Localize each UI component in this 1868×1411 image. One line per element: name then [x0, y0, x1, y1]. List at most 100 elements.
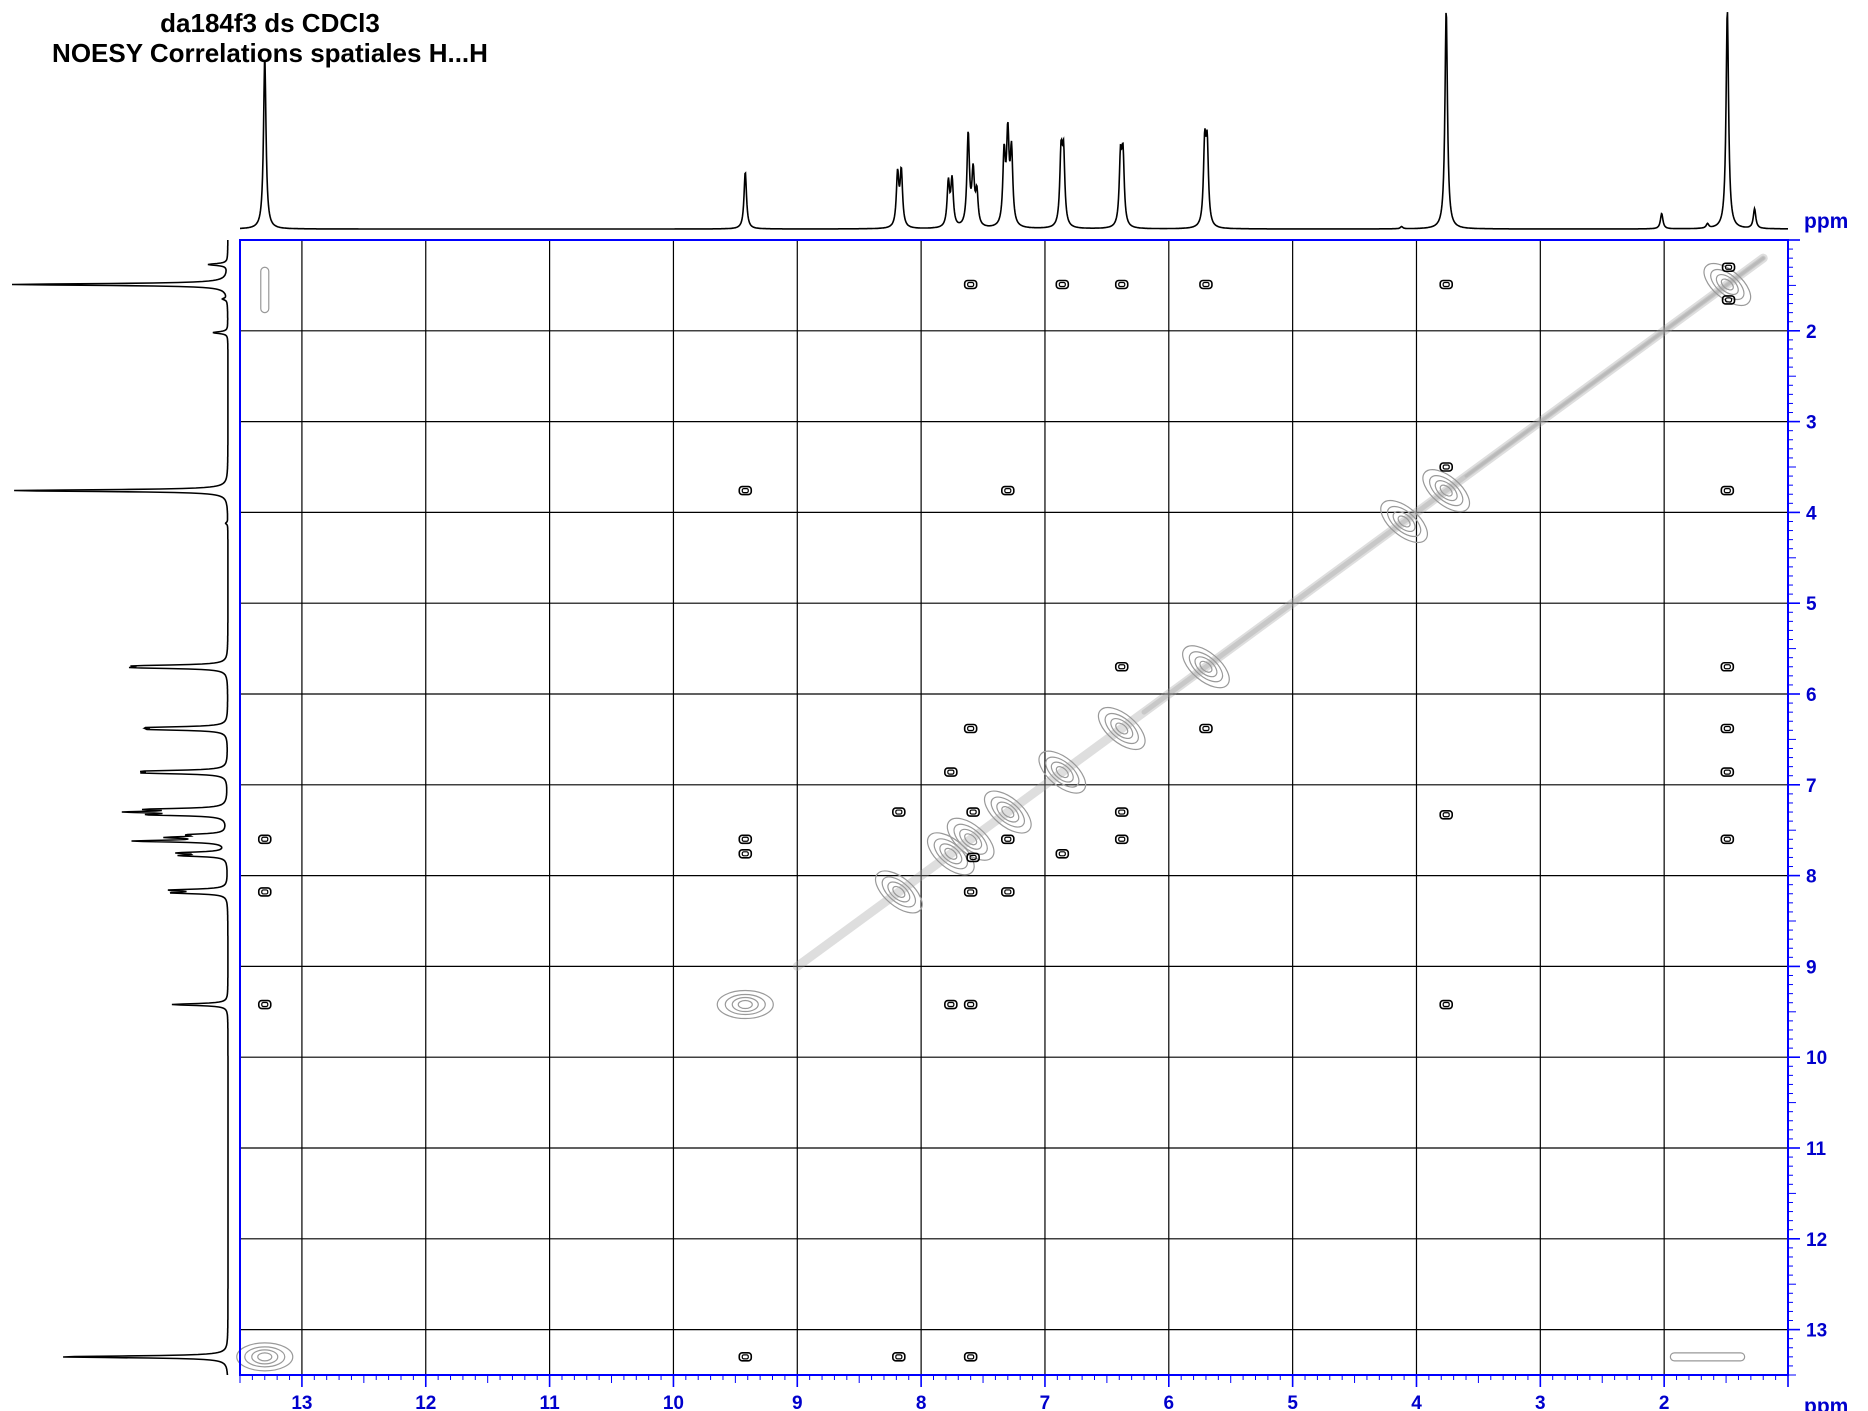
chart-subtitle: NOESY Correlations spatiales H...H [52, 38, 488, 68]
diagonal-peak-contour [990, 796, 1026, 828]
diagonal-peak-contour [724, 993, 766, 1016]
diagonal-peak-contour [1038, 750, 1087, 794]
cross-peak-inner [1723, 488, 1731, 494]
cross-peak [1439, 999, 1454, 1010]
cross-peak-inner [1118, 809, 1126, 815]
diagonal-peak-contour [1720, 278, 1734, 291]
cross-peak [1055, 849, 1070, 859]
cross-peak-inner [895, 809, 903, 815]
diagonal-band [792, 253, 1768, 971]
cross-peak-inner [1724, 297, 1733, 303]
diagonal-peak-contour [881, 876, 917, 908]
cross-peak [963, 999, 978, 1010]
y-tick-label: 10 [1806, 1048, 1827, 1069]
y-axis-label: ppm [1804, 210, 1848, 233]
cross-peak [966, 807, 980, 817]
diagonal-band [1464, 256, 1765, 478]
diagonal-peak-contour [892, 885, 906, 898]
diagonal-peak-contour [939, 843, 963, 865]
t1-noise-ridge [1669, 1352, 1746, 1362]
x-tick-label: 6 [1164, 1393, 1175, 1411]
diagonal-peak-contour [1115, 722, 1129, 735]
diagonal-peak-contour [1097, 706, 1146, 751]
cross-peak [1720, 834, 1735, 845]
cross-peak [738, 485, 753, 496]
diagonal-peak-contour [731, 996, 759, 1013]
x-tick-label: 9 [792, 1393, 803, 1411]
diagonal-peak-contour [251, 1349, 279, 1365]
grid-lines [240, 240, 1788, 1375]
f2-projection-spectrum [240, 12, 1788, 230]
y-tick-label: 6 [1806, 685, 1817, 706]
cross-peak [257, 834, 272, 845]
chart-title: da184f3 ds CDCl3 [160, 8, 380, 38]
t1-noise-ridge [260, 266, 270, 314]
diagonal-peak-contour [716, 989, 774, 1020]
y-tick-label: 5 [1806, 594, 1817, 615]
diagonal-peak-contour [1422, 469, 1471, 513]
cross-peak [944, 767, 958, 777]
cross-peak-inner [1058, 851, 1066, 857]
cross-peak-inner [1724, 264, 1733, 270]
chart-title-block: da184f3 ds CDCl3 NOESY Correlations spat… [0, 8, 540, 68]
diagonal-peak-contour [1715, 273, 1739, 296]
cross-peak-inner [1723, 725, 1731, 732]
y-tick-label: 3 [1806, 413, 1817, 434]
cross-peak [1199, 279, 1213, 290]
cross-peak-inner [741, 488, 749, 494]
plot-frame [239, 239, 1789, 1376]
cross-peak [963, 279, 978, 290]
cross-peak-inner [969, 809, 977, 815]
diagonal-peak-contour [1055, 766, 1069, 779]
cross-peak [1001, 834, 1015, 845]
diagonal-peak-contour [236, 1342, 294, 1372]
diagonal-peak-contour [944, 847, 958, 860]
cross-peak [1114, 834, 1129, 845]
cross-peak-inner [741, 851, 749, 857]
x-tick-label: 7 [1040, 1393, 1051, 1411]
y-tick-label: 12 [1806, 1230, 1827, 1251]
diagonal-peak-contour [1188, 651, 1224, 683]
cross-peak-inner [1442, 281, 1450, 288]
diagonal-peak-contour [1194, 656, 1218, 678]
diagonal-peak-contour [737, 999, 753, 1010]
diagonal-peak-contour [983, 790, 1032, 834]
cross-peak [1439, 279, 1454, 290]
cross-peak-inner [741, 836, 749, 842]
cross-peak-inner [947, 769, 955, 775]
cross-peak [966, 852, 980, 863]
cross-peak-inner [967, 281, 975, 288]
diagonal-peak-contour [1397, 515, 1411, 528]
cross-peak-inner [1723, 664, 1731, 670]
cross-peak-inner [261, 1001, 269, 1008]
cross-peak-inner [947, 1001, 955, 1008]
x-tick-label: 8 [916, 1393, 927, 1411]
cross-peak [1055, 279, 1070, 290]
cross-peak [1001, 887, 1015, 897]
cross-peak-inner [967, 1001, 975, 1008]
diagonal-peak-contour [1434, 480, 1458, 502]
cross-peak [1720, 767, 1735, 777]
cross-peak [944, 999, 958, 1010]
diagonal-peak-contour [1392, 510, 1416, 533]
cross-peak-inner [1442, 464, 1450, 470]
x-tick-label: 13 [291, 1393, 312, 1411]
cross-peak-inner [741, 1354, 749, 1360]
cross-peak [738, 834, 753, 845]
cross-peak [257, 887, 272, 897]
diagonal-peak-contour [257, 1352, 273, 1362]
diagonal-peak-contour [996, 801, 1020, 823]
cross-peak-inner [967, 725, 975, 732]
cross-peak-inner [1723, 836, 1731, 842]
x-tick-label: 3 [1535, 1393, 1546, 1411]
diagonal-peak-contour [1050, 761, 1074, 783]
diagonal-peak-contour [1380, 499, 1428, 544]
cross-peak-inner [967, 889, 975, 895]
cross-peak-inner [1118, 664, 1126, 670]
cross-peak-inner [1118, 836, 1126, 842]
diagonal-peak-contour [1199, 660, 1213, 673]
cross-peak-inner [1442, 812, 1450, 818]
cross-peak-inner [967, 1354, 975, 1360]
diagonal-peak-contour [959, 828, 983, 850]
